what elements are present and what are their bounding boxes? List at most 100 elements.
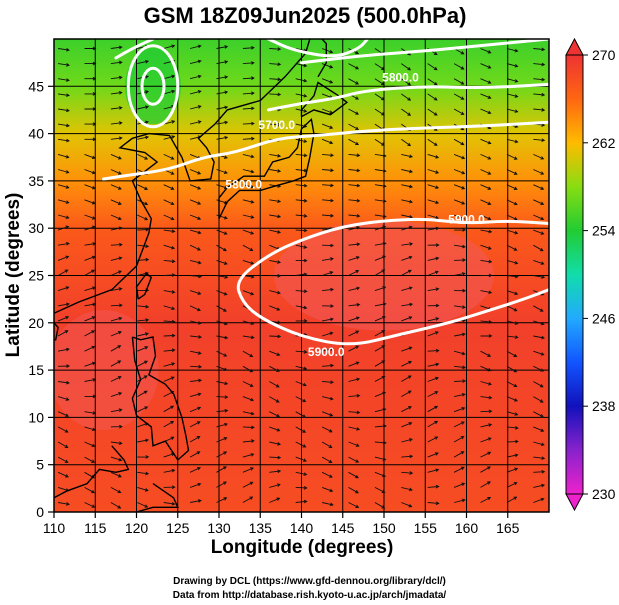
stream-arrow [84,255,96,261]
stream-arrow [533,441,545,447]
contours [102,39,549,346]
stream-arrow [322,198,335,203]
stream-arrow [242,411,255,416]
stream-arrow [110,169,122,175]
stream-arrow [427,243,440,247]
stream-arrow [84,107,97,111]
stream-arrow [110,331,122,337]
stream-arrow [533,108,546,112]
stream-arrow [110,441,123,446]
stream-arrow [427,93,438,101]
stream-arrow [137,244,150,249]
stream-arrow [190,378,203,383]
stream-arrow [110,121,123,125]
coastline [135,272,153,300]
stream-arrow [110,199,122,205]
colorbar-tick-label: 230 [592,486,616,502]
stream-arrow [322,153,335,158]
stream-arrow [216,436,228,443]
stream-arrow [58,380,70,385]
stream-arrow [57,255,70,261]
stream-arrow [189,482,202,488]
stream-arrow [242,425,255,430]
stream-arrow [348,242,361,247]
stream-arrow [322,168,335,173]
stream-arrow [137,59,150,65]
stream-arrow [163,485,176,489]
stream-arrow [57,441,69,448]
stream-arrow [454,392,466,398]
y-tick-label: 0 [36,504,44,520]
stream-arrow [110,408,123,413]
stream-arrow [58,347,70,352]
stream-arrow [295,214,308,218]
colorbar-tick-label: 270 [592,47,616,63]
stream-arrow [84,46,97,51]
colorbar-bottom-arrow [565,493,584,512]
chart-title: GSM 18Z09Jun2025 (500.0hPa) [144,3,467,28]
stream-arrow [374,225,387,231]
stream-arrow [401,93,412,101]
stream-arrow [374,486,386,493]
contour-label: 5800.0 [225,177,262,191]
stream-arrow [163,184,175,190]
coastline [54,39,311,314]
stream-arrow [401,63,412,71]
stream-arrow [216,90,229,95]
stream-arrow [480,423,493,428]
stream-arrow [480,48,492,54]
stream-arrow [480,273,493,278]
stream-arrow [533,214,545,221]
stream-arrow [269,411,281,418]
stream-arrow [480,320,493,324]
stream-arrow [427,184,440,189]
stream-arrow [295,78,308,83]
stream-arrow [242,365,254,373]
stream-arrow [110,45,123,50]
stream-arrow [295,63,308,68]
stream-arrow [348,345,360,352]
stream-arrow [427,153,440,159]
stream-arrow [269,469,282,474]
stream-arrow [453,350,466,356]
stream-arrow [480,381,492,386]
stream-arrow [348,214,361,218]
stream-arrow [506,274,519,279]
contour-label: 5900.0 [448,212,485,226]
stream-arrow [58,78,70,82]
stream-arrow [163,421,175,428]
stream-arrow [110,424,123,429]
stream-arrow [374,168,387,173]
stream-arrow [84,199,96,205]
stream-arrow [348,256,360,261]
stream-arrow [506,138,519,144]
stream-arrow [374,375,386,382]
stream-arrow [401,138,412,147]
stream-arrow [216,497,228,503]
stream-arrow [321,48,334,54]
stream-arrow [295,411,307,418]
stream-arrow [58,108,70,113]
stream-arrow [216,451,228,458]
stream-arrow [84,411,97,415]
stream-arrow [269,199,282,204]
stream-arrow [137,332,149,337]
stream-arrow [401,502,413,508]
stream-arrow [110,60,123,65]
stream-arrow [454,305,466,309]
stream-arrow [189,421,201,428]
stream-arrow [84,426,97,432]
stream-arrow [84,502,96,508]
stream-arrow [348,270,360,276]
stream-arrow [374,199,387,203]
stream-arrow [348,286,361,292]
stream-arrow [190,350,202,355]
stream-arrow [322,317,334,322]
stream-arrow [137,153,149,160]
stream-arrow [84,122,97,126]
stream-arrow [374,286,387,292]
stream-arrow [401,390,412,397]
stream-arrow [480,481,491,488]
stream-arrow [348,471,359,479]
stream-arrow [163,229,176,234]
